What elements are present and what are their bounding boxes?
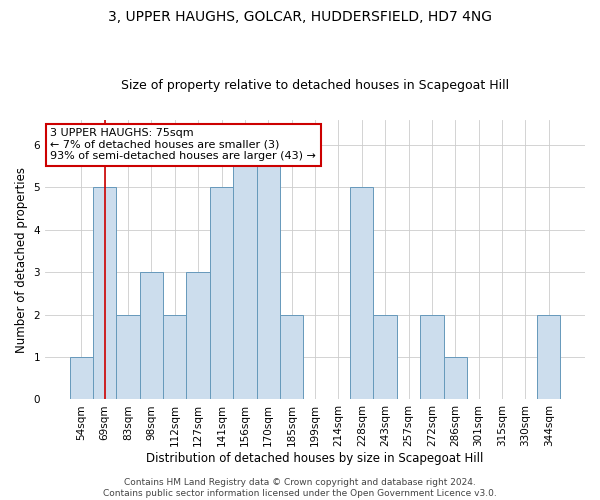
Text: Contains HM Land Registry data © Crown copyright and database right 2024.
Contai: Contains HM Land Registry data © Crown c… — [103, 478, 497, 498]
Bar — [163, 314, 187, 400]
Bar — [70, 357, 93, 400]
Text: 3, UPPER HAUGHS, GOLCAR, HUDDERSFIELD, HD7 4NG: 3, UPPER HAUGHS, GOLCAR, HUDDERSFIELD, H… — [108, 10, 492, 24]
Title: Size of property relative to detached houses in Scapegoat Hill: Size of property relative to detached ho… — [121, 79, 509, 92]
X-axis label: Distribution of detached houses by size in Scapegoat Hill: Distribution of detached houses by size … — [146, 452, 484, 465]
Bar — [93, 188, 116, 400]
Bar — [210, 188, 233, 400]
Bar — [140, 272, 163, 400]
Bar — [233, 145, 257, 400]
Bar — [257, 145, 280, 400]
Bar — [350, 188, 373, 400]
Bar — [537, 314, 560, 400]
Bar — [280, 314, 304, 400]
Bar — [443, 357, 467, 400]
Bar — [420, 314, 443, 400]
Text: 3 UPPER HAUGHS: 75sqm
← 7% of detached houses are smaller (3)
93% of semi-detach: 3 UPPER HAUGHS: 75sqm ← 7% of detached h… — [50, 128, 316, 161]
Bar — [373, 314, 397, 400]
Bar — [116, 314, 140, 400]
Y-axis label: Number of detached properties: Number of detached properties — [15, 166, 28, 352]
Bar — [187, 272, 210, 400]
